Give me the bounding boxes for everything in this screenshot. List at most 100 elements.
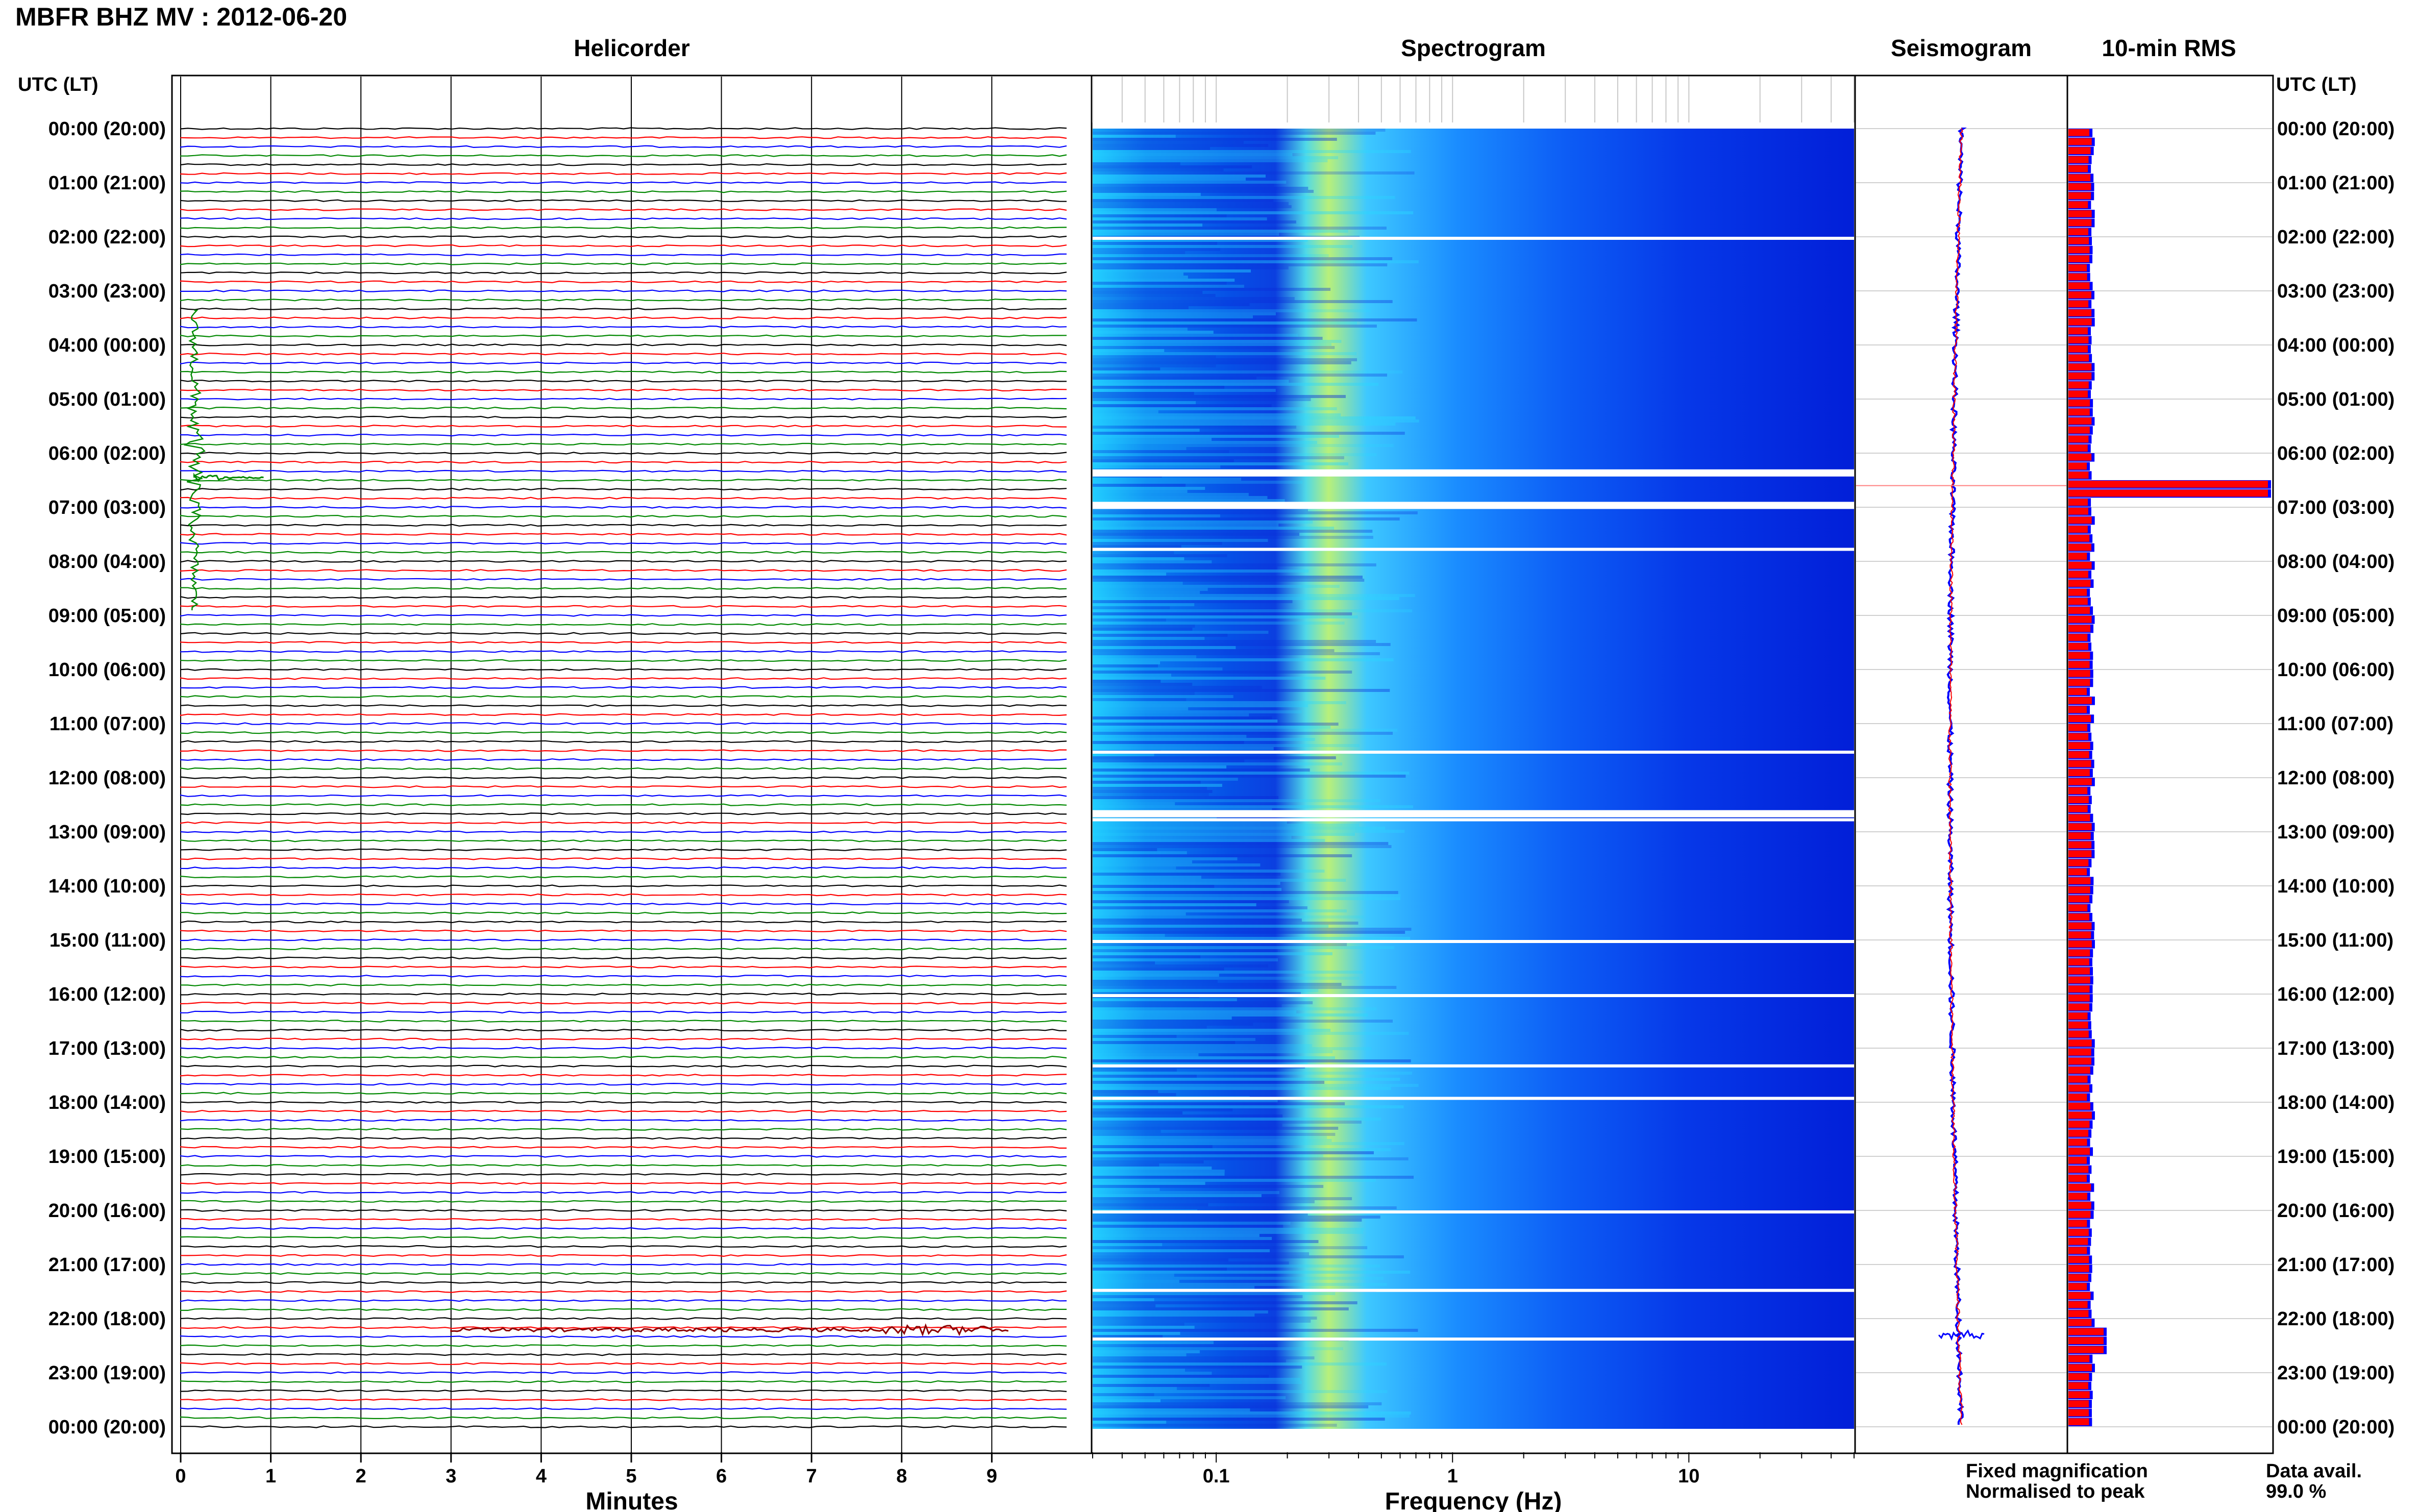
spectrogram-row [1093,1062,1308,1065]
spectrogram-row [1093,214,1227,217]
spectrogram-row [1093,1001,1313,1004]
time-label-left: 16:00 (12:00) [48,984,166,1005]
helicorder-trace-line [180,452,1067,455]
rms-bar-normalised [2068,481,2268,488]
helicorder-trace-line [180,1101,1067,1104]
spectrogram-row [1093,1216,1380,1219]
helicorder-trace-line [180,145,1067,148]
helicorder-trace-line [180,740,1067,743]
rms-bar-normalised [2068,1157,2087,1164]
rms-bar-normalised [2068,616,2092,623]
seismogram-frame [1854,75,2068,1454]
helicorder-trace-line [180,289,1067,292]
spectrogram-row [1093,713,1249,716]
spectrogram-row [1093,1286,1255,1289]
spectrogram-row [1093,297,1295,300]
time-label-right: 03:00 (23:00) [2277,281,2395,302]
rms-bar-normalised [2068,850,2092,857]
time-label-left: 20:00 (16:00) [48,1200,166,1222]
spectrogram-row [1093,239,1308,242]
helicorder-trace-line [180,776,1067,779]
spectrogram-row [1093,622,1345,625]
spectrogram-row [1093,1408,1250,1411]
spectrogram-row [1093,937,1411,940]
spectrogram-row [1093,156,1339,159]
spectrogram-row [1093,716,1272,720]
helicorder-trace-line [180,794,1067,798]
spectrogram-row [1093,1154,1323,1157]
helicorder-trace-line [180,587,1067,590]
spectrogram-row [1093,508,1308,511]
spectrogram-row [1093,1087,1391,1090]
spectrogram-row [1093,741,1244,744]
spectrogram-row [1093,765,1227,769]
rms-bar-normalised [2068,1220,2087,1227]
spectrogram-row [1093,1167,1212,1170]
rms-bar-normalised [2068,1211,2091,1218]
spectrogram-row [1093,915,1364,919]
helicorder-trace-line [180,398,1067,401]
spectrogram-row [1093,772,1410,775]
time-labels-right: 00:00 (20:00) 01:00 (21:00) 02:00 (22:00) 0… [2277,118,2395,1438]
spectrogram-row [1093,554,1227,557]
rms-bar-normalised [2068,228,2089,235]
rms-bar-normalised [2068,1094,2087,1101]
rms-bar-normalised [2068,1391,2090,1398]
spectrogram-row [1093,1145,1213,1148]
spectrogram-row [1093,1075,1197,1078]
time-label-left: 06:00 (02:00) [48,443,166,464]
spectrogram-row [1093,432,1405,435]
helicorder-trace-line [180,920,1067,924]
rms-bar-normalised [2068,679,2090,686]
x-tick-label: 9 [986,1466,997,1487]
spectrogram-row [1093,1298,1154,1301]
helicorder-trace-line [180,199,1067,202]
spectrogram-row [1093,346,1335,349]
rms-bar-normalised [2068,886,2090,894]
spectrogram-row [1093,710,1302,713]
spectrogram-gap [1093,751,1854,754]
seismogram-normalised-trace [1948,128,1963,1425]
spectrogram-row [1093,1335,1163,1338]
spectrogram-row [1093,426,1297,429]
spectrogram-row [1093,560,1212,563]
helicorder-trace-line [180,370,1067,374]
spectrogram-row [1093,438,1212,441]
time-label-right: 16:00 (12:00) [2277,984,2395,1005]
spectrogram-row [1093,318,1417,321]
spectrogram-row [1093,1344,1278,1347]
spectrogram-row [1093,1258,1228,1261]
spectrogram-row [1093,576,1363,579]
helicorder-trace-line [180,307,1067,311]
spectrogram-row [1093,395,1346,398]
spectrogram-row [1093,1111,1183,1114]
rms-bar-normalised [2068,363,2092,370]
helicorder-trace-line [180,1407,1067,1410]
spectrogram-row [1093,429,1200,432]
spectrogram-row [1093,1173,1225,1176]
event-waveform [183,309,206,611]
spectrogram-row [1093,450,1229,453]
time-label-right: 20:00 (16:00) [2277,1200,2395,1222]
helicorder-trace-line [180,406,1067,410]
spectrogram-row [1093,958,1278,961]
rms-bar-normalised [2068,571,2088,578]
spectrogram-row [1093,860,1192,863]
spectrogram-row [1093,1228,1364,1231]
freq-tick-label: 10 [1678,1466,1699,1487]
helicorder-trace-line [180,380,1067,383]
spectrogram-row [1093,569,1309,573]
freq-tick-label: 1 [1447,1466,1458,1487]
time-label-left: 21:00 (17:00) [48,1254,166,1276]
seismogram-title: Seismogram [1891,35,2032,61]
spectrogram-row [1093,1041,1236,1044]
helicorder-trace-line [180,1317,1067,1320]
time-label-left: 01:00 (21:00) [48,172,166,194]
spectrogram-row [1093,300,1393,303]
rms-bar-normalised [2068,1229,2089,1236]
spectrogram-row [1093,493,1249,496]
spectrogram-gap [1093,469,1854,477]
spectrogram-row [1093,1393,1154,1396]
helicorder-trace-line [180,1136,1067,1140]
helicorder-trace-line [180,1064,1067,1068]
